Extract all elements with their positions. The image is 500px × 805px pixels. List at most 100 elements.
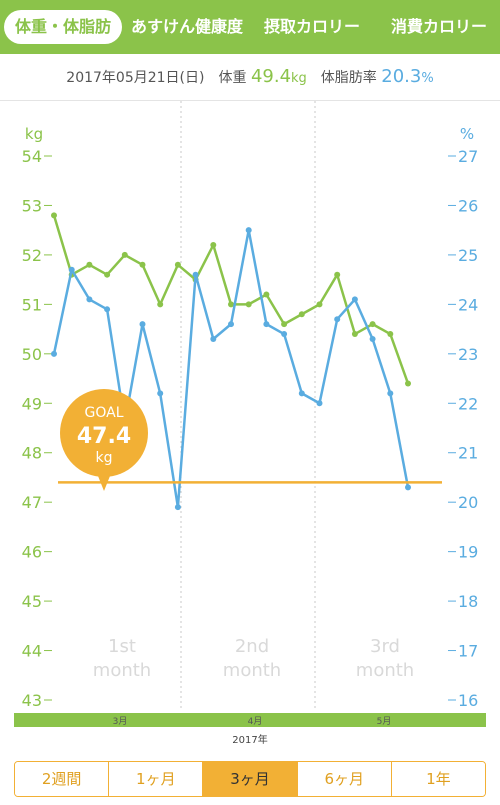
weight-point xyxy=(263,291,270,298)
bodyfat-point xyxy=(228,321,234,328)
year-label: 2017年 xyxy=(232,733,267,746)
bodyfat-point xyxy=(86,296,93,303)
left-axis-tick-label: 50 xyxy=(22,345,42,364)
left-axis-tick-label: 48 xyxy=(22,444,42,463)
period-label: 1st xyxy=(108,636,136,657)
summary-date: 2017年05月21日(日) xyxy=(66,70,205,86)
range-1year-button[interactable]: 1年 xyxy=(390,762,485,796)
bodyfat-point xyxy=(104,306,111,313)
left-axis-tick-label: 43 xyxy=(22,691,42,710)
weight-point xyxy=(316,301,323,308)
period-label: 2nd xyxy=(235,636,269,657)
bodyfat-point xyxy=(174,504,181,511)
bodyfat-point xyxy=(245,227,252,234)
month-tick-label: 4月 xyxy=(248,716,263,727)
range-2weeks-button[interactable]: 2週間 xyxy=(15,762,109,796)
bodyfat-point xyxy=(405,484,411,491)
right-axis-tick-label: 27 xyxy=(458,147,478,166)
weight-point xyxy=(228,301,234,308)
right-axis-tick-label: 21 xyxy=(458,444,478,463)
summary-bar: 2017年05月21日(日) 体重 49.4kg 体脂肪率 20.3% xyxy=(0,54,500,101)
weight-point xyxy=(210,242,217,249)
right-axis-tick-label: 17 xyxy=(458,642,478,661)
weight-point xyxy=(121,251,128,258)
range-selector: 2週間 1ヶ月 3ヶ月 6ヶ月 1年 xyxy=(14,761,486,797)
left-axis-tick-label: 47 xyxy=(22,493,42,512)
bodyfat-point xyxy=(281,331,288,338)
bodyfat-point xyxy=(334,316,341,323)
left-axis-tick-label: 54 xyxy=(22,147,42,166)
tab-asken-health[interactable]: あすけん健康度 xyxy=(130,17,243,36)
weight-point xyxy=(104,271,111,278)
month-tick-label: 3月 xyxy=(113,716,128,727)
bodyfat-point xyxy=(210,335,217,342)
bodyfat-point xyxy=(387,390,394,397)
goal-label: GOAL xyxy=(85,405,124,421)
tab-intake-calories[interactable]: 摂取カロリー xyxy=(263,17,360,36)
left-axis-tick-label: 46 xyxy=(22,543,42,562)
range-1month-button[interactable]: 1ヶ月 xyxy=(108,762,203,796)
left-axis-unit: kg xyxy=(25,125,43,143)
tab-burned-calories[interactable]: 消費カロリー xyxy=(390,17,487,36)
range-6months-button[interactable]: 6ヶ月 xyxy=(296,762,391,796)
weight-unit: kg xyxy=(291,71,307,86)
weight-point xyxy=(157,301,164,308)
goal-unit: kg xyxy=(96,450,113,466)
right-axis-tick-label: 24 xyxy=(458,295,478,314)
right-axis-tick-label: 26 xyxy=(458,196,478,215)
weight-bodyfat-chart: 1st month 2nd month 3rd month kg % 54 53 52 51 50 49… xyxy=(14,101,486,746)
weight-point xyxy=(387,331,394,338)
month-strip xyxy=(14,713,486,727)
right-axis-tick-label: 25 xyxy=(458,246,478,265)
left-axis-tick-label: 49 xyxy=(22,394,42,413)
right-axis-tick-label: 18 xyxy=(458,592,478,611)
right-axis-tick-label: 20 xyxy=(458,493,478,512)
right-axis-tick-label: 23 xyxy=(458,345,478,364)
bodyfat-label: 体脂肪率 xyxy=(320,70,377,86)
right-axis-tick-label: 22 xyxy=(458,394,478,413)
left-axis-tick-label: 45 xyxy=(22,592,42,611)
weight-point xyxy=(51,212,57,219)
weight-label: 体重 xyxy=(218,70,247,86)
bodyfat-unit: % xyxy=(421,71,434,86)
weight-point xyxy=(369,321,376,328)
left-axis-tick-label: 51 xyxy=(22,295,42,314)
bodyfat-point xyxy=(51,350,57,357)
goal-value: 47.4 xyxy=(77,424,131,449)
left-axis-tick-label: 53 xyxy=(22,196,42,215)
weight-point xyxy=(245,301,252,308)
weight-point xyxy=(298,311,305,318)
bodyfat-point xyxy=(351,296,358,303)
bodyfat-point xyxy=(298,390,305,397)
weight-point xyxy=(86,261,93,268)
period-label: month xyxy=(223,660,281,681)
weight-value: 49.4 xyxy=(250,66,292,87)
bodyfat-point xyxy=(369,335,376,342)
weight-point xyxy=(334,271,341,278)
goal-bubble xyxy=(60,389,148,477)
weight-point xyxy=(139,261,146,268)
right-axis-tick-label: 19 xyxy=(458,543,478,562)
period-label: month xyxy=(356,660,414,681)
left-axis-tick-label: 52 xyxy=(22,246,42,265)
weight-point xyxy=(281,321,288,328)
bodyfat-point xyxy=(192,271,199,278)
weight-point xyxy=(405,380,411,387)
bodyfat-point xyxy=(263,321,270,328)
range-3months-button[interactable]: 3ヶ月 xyxy=(202,762,297,796)
bodyfat-point xyxy=(68,266,75,273)
right-axis-tick-label: 16 xyxy=(458,691,478,710)
bodyfat-point xyxy=(157,390,164,397)
right-axis-unit: % xyxy=(460,125,474,143)
period-label: month xyxy=(93,660,151,681)
tab-weight-bodyfat[interactable]: 体重・体脂肪 xyxy=(4,10,122,44)
left-axis-tick-label: 44 xyxy=(22,642,42,661)
bodyfat-value: 20.3 xyxy=(381,66,422,87)
tab-bar: 体重・体脂肪 あすけん健康度 摂取カロリー 消費カロリー xyxy=(0,0,500,54)
bodyfat-point xyxy=(316,400,323,407)
month-tick-label: 5月 xyxy=(377,716,392,727)
period-label: 3rd xyxy=(370,636,400,657)
weight-point xyxy=(351,331,358,338)
bodyfat-point xyxy=(139,321,146,328)
weight-point xyxy=(174,261,181,268)
